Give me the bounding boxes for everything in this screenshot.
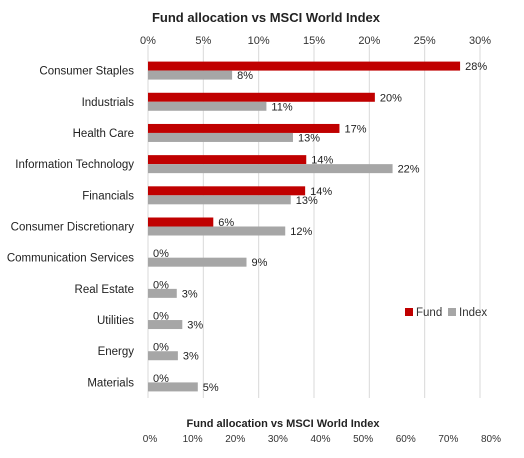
category-label: Health Care <box>73 128 134 140</box>
bar-fund <box>148 123 340 133</box>
bar-fund <box>148 61 461 71</box>
bar-fund <box>148 155 307 165</box>
data-label-fund: 0% <box>153 342 169 354</box>
legend-swatch-index <box>448 308 456 316</box>
category-label: Consumer Staples <box>39 66 134 78</box>
secondary-x-tick-label: 20% <box>225 434 245 445</box>
x-tick-label: 20% <box>358 35 380 47</box>
secondary-chart-title: Fund allocation vs MSCI World Index <box>187 418 381 430</box>
category-label: Real Estate <box>75 284 134 296</box>
data-label-fund: 6% <box>218 217 234 229</box>
x-tick-label: 30% <box>469 35 491 47</box>
data-label-index: 13% <box>296 195 318 207</box>
bar-index <box>148 101 267 111</box>
bar-index <box>148 132 293 142</box>
data-label-index: 13% <box>298 132 320 144</box>
secondary-x-tick-label: 30% <box>268 434 288 445</box>
bar-index <box>148 257 247 267</box>
bar-index <box>148 164 393 174</box>
data-label-fund: 14% <box>310 186 332 198</box>
bar-index <box>148 382 198 392</box>
x-tick-label: 25% <box>414 35 436 47</box>
bar-index <box>148 195 291 205</box>
bars <box>148 61 461 392</box>
data-labels: 28%8%20%11%17%13%14%22%14%13%6%12%0%9%0%… <box>153 61 487 394</box>
data-label-fund: 0% <box>153 311 169 323</box>
category-label: Consumer Discretionary <box>11 222 135 234</box>
x-axis-ticks: 0% 5% 10% 15% 20% 25% 30% <box>140 35 491 47</box>
secondary-x-tick-label: 70% <box>438 434 458 445</box>
bar-index <box>148 70 233 80</box>
data-label-index: 22% <box>398 164 420 176</box>
bar-index <box>148 288 177 298</box>
secondary-x-tick-label: 80% <box>481 434 501 445</box>
data-label-index: 9% <box>251 257 267 269</box>
x-tick-label: 0% <box>140 35 156 47</box>
secondary-x-tick-label: 50% <box>353 434 373 445</box>
secondary-x-tick-label: 0% <box>143 434 158 445</box>
category-label: Industrials <box>82 97 135 109</box>
data-label-fund: 0% <box>153 373 169 385</box>
x-tick-label: 10% <box>248 35 270 47</box>
category-label: Utilities <box>97 315 134 327</box>
data-label-fund: 14% <box>311 155 333 167</box>
data-label-index: 3% <box>183 351 199 363</box>
legend-label-index: Index <box>459 307 487 319</box>
secondary-x-tick-label: 40% <box>310 434 330 445</box>
legend: Fund Index <box>405 307 487 319</box>
data-label-index: 3% <box>187 320 203 332</box>
data-label-fund: 20% <box>380 92 402 104</box>
data-label-index: 11% <box>271 101 292 113</box>
bar-fund <box>148 217 214 227</box>
bar-index <box>148 320 183 330</box>
bar-fund <box>148 186 306 196</box>
data-label-index: 12% <box>290 226 312 238</box>
bar-index <box>148 351 178 361</box>
secondary-x-tick-label: 60% <box>396 434 416 445</box>
secondary-x-tick-label: 10% <box>183 434 203 445</box>
legend-label-fund: Fund <box>416 307 442 319</box>
data-label-fund: 0% <box>153 279 169 291</box>
bar-fund <box>148 92 375 102</box>
data-label-index: 8% <box>237 70 253 82</box>
x-tick-label: 15% <box>303 35 325 47</box>
data-label-fund: 0% <box>153 248 169 260</box>
category-labels: Consumer Staples Industrials Health Care In… <box>7 66 134 390</box>
legend-swatch-fund <box>405 308 413 316</box>
category-label: Energy <box>98 346 135 358</box>
secondary-x-axis-ticks: 0% 10% 20% 30% 40% 50% 60% 70% 80% <box>143 434 501 445</box>
x-tick-label: 5% <box>195 35 211 47</box>
data-label-fund: 17% <box>344 123 366 135</box>
data-label-index: 5% <box>203 382 219 394</box>
chart-title: Fund allocation vs MSCI World Index <box>152 10 381 25</box>
category-label: Financials <box>82 190 134 202</box>
category-label: Information Technology <box>15 159 134 171</box>
bar-index <box>148 226 286 236</box>
data-label-index: 3% <box>182 288 198 300</box>
data-label-fund: 28% <box>465 61 487 73</box>
category-label: Materials <box>87 377 134 389</box>
category-label: Communication Services <box>7 253 134 265</box>
